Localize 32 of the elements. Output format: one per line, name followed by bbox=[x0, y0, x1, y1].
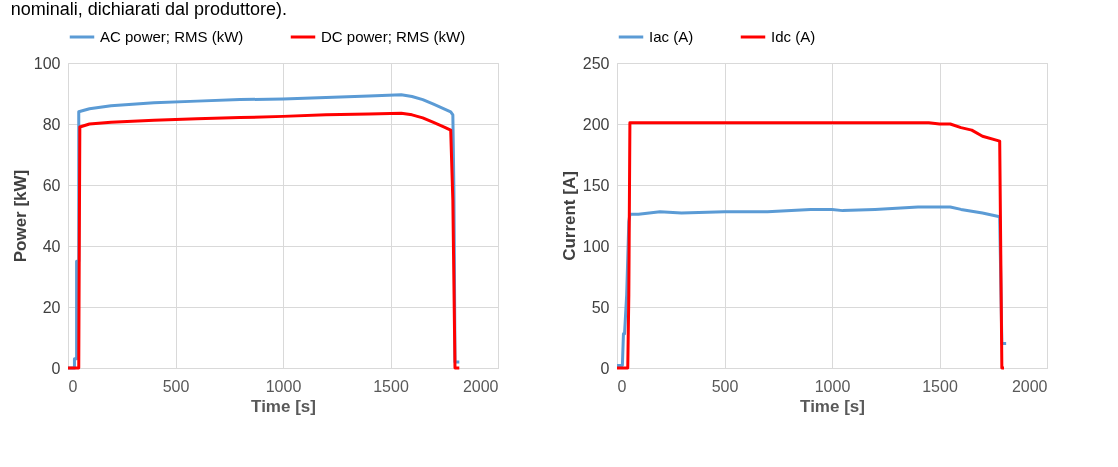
y-axis-title: Current [A] bbox=[559, 171, 579, 261]
x-axis-title: Time [s] bbox=[251, 396, 316, 416]
y-tick-label: 100 bbox=[582, 237, 610, 255]
x-tick-label: 500 bbox=[162, 377, 190, 395]
legend-label: Idc (A) bbox=[771, 28, 816, 45]
x-tick-label: 0 bbox=[617, 377, 627, 395]
y-tick-label: 80 bbox=[42, 115, 61, 133]
y-tick-label: 100 bbox=[33, 54, 61, 72]
legend-label: AC power; RMS (kW) bbox=[100, 28, 244, 45]
y-tick-label: 0 bbox=[600, 359, 610, 377]
y-axis-title: Power [kW] bbox=[10, 169, 30, 263]
x-tick-label: 500 bbox=[711, 377, 739, 395]
y-tick-label: 0 bbox=[51, 359, 61, 377]
legend-label: DC power; RMS (kW) bbox=[321, 28, 466, 45]
x-tick-label: 1000 bbox=[814, 377, 851, 395]
text: nominali, dichiarati dal produttore). bbox=[10, 0, 287, 19]
x-tick-label: 1500 bbox=[373, 377, 409, 395]
x-tick-label: 2000 bbox=[1011, 377, 1048, 395]
legend-label: Iac (A) bbox=[649, 28, 694, 45]
x-tick-label: 0 bbox=[68, 377, 78, 395]
x-axis-title: Time [s] bbox=[800, 396, 865, 416]
x-tick-label: 1000 bbox=[265, 377, 302, 395]
y-tick-label: 40 bbox=[42, 237, 61, 255]
y-tick-label: 20 bbox=[42, 298, 61, 316]
x-tick-label: 1500 bbox=[922, 377, 958, 395]
y-tick-label: 250 bbox=[582, 54, 610, 72]
x-tick-label: 2000 bbox=[462, 377, 499, 395]
y-tick-label: 60 bbox=[42, 176, 61, 194]
y-tick-label: 50 bbox=[591, 298, 610, 316]
y-tick-label: 150 bbox=[582, 176, 610, 194]
y-tick-label: 200 bbox=[582, 115, 610, 133]
line-series bbox=[615, 121, 1006, 370]
